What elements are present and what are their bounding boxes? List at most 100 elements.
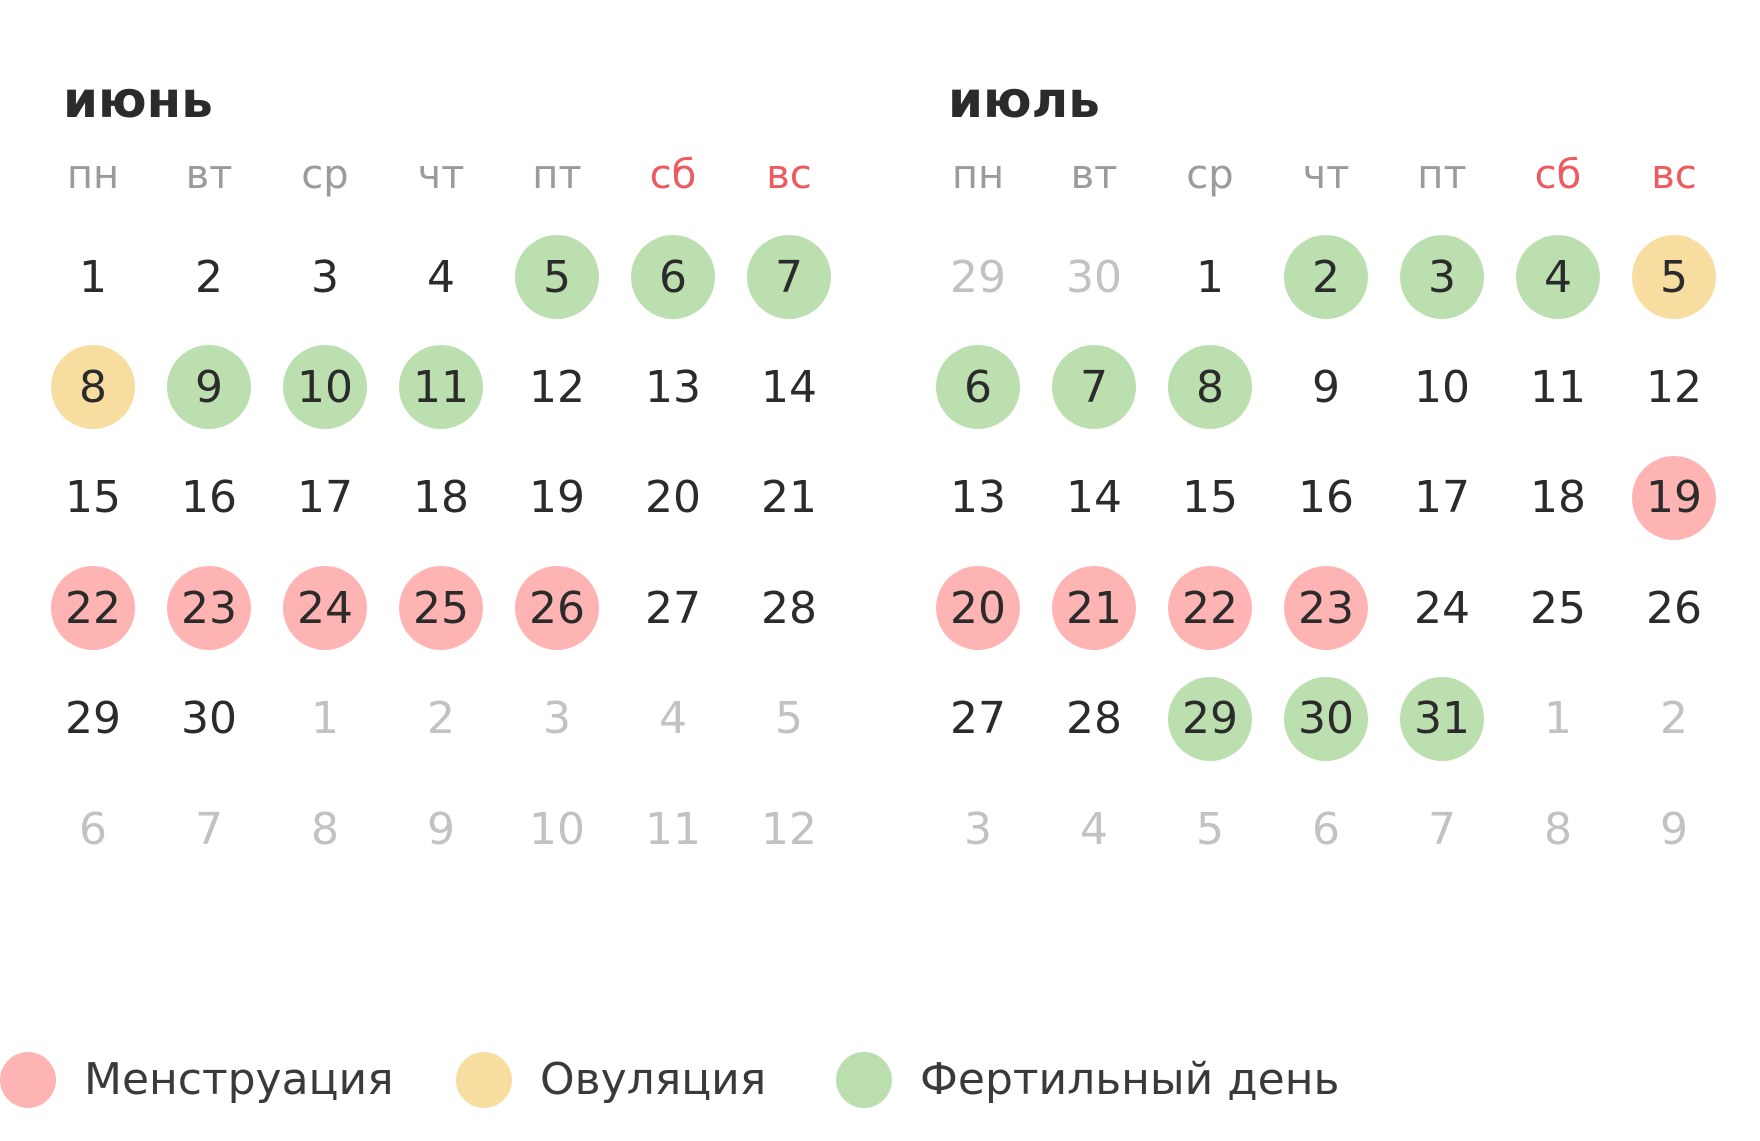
calendar-day[interactable]: 12 <box>761 803 817 855</box>
calendar-day[interactable]: 29 <box>950 251 1006 303</box>
legend-label-menstruation: Менструация <box>84 1054 394 1105</box>
calendar-day-fertile[interactable]: 3 <box>1400 235 1484 319</box>
weekday-header: ср <box>1186 152 1234 198</box>
calendar-day-menstruation[interactable]: 21 <box>1052 566 1136 651</box>
calendar-day[interactable]: 7 <box>195 803 223 855</box>
calendar-day[interactable]: 4 <box>1080 803 1108 855</box>
calendar-day[interactable]: 20 <box>645 472 701 524</box>
calendar-day[interactable]: 14 <box>1066 472 1122 524</box>
weekday-header: вт <box>1070 152 1118 198</box>
calendar-day[interactable]: 28 <box>1066 693 1122 745</box>
calendar-day[interactable]: 18 <box>1530 472 1586 524</box>
weekday-header: вс <box>766 152 812 198</box>
calendar-day-menstruation[interactable]: 26 <box>515 566 599 651</box>
calendar-day[interactable]: 6 <box>1312 803 1340 855</box>
calendar-day[interactable]: 8 <box>311 803 339 855</box>
calendar-day[interactable]: 10 <box>529 803 585 855</box>
calendar-day-fertile[interactable]: 6 <box>631 235 715 319</box>
calendar-day[interactable]: 2 <box>427 693 455 745</box>
calendar-day[interactable]: 5 <box>775 693 803 745</box>
ovulation-dot-icon <box>456 1052 512 1108</box>
calendar-day[interactable]: 1 <box>1196 251 1224 303</box>
calendar-day[interactable]: 9 <box>1660 803 1688 855</box>
calendar-day-fertile[interactable]: 10 <box>283 345 367 430</box>
calendar-day[interactable]: 27 <box>645 582 701 634</box>
calendar-day-menstruation[interactable]: 19 <box>1632 455 1716 540</box>
calendar-day[interactable]: 9 <box>427 803 455 855</box>
calendar-day[interactable]: 16 <box>1298 472 1354 524</box>
calendar-day[interactable]: 30 <box>181 693 237 745</box>
calendar-day-fertile[interactable]: 30 <box>1284 676 1368 761</box>
calendar-day-fertile[interactable]: 4 <box>1516 235 1600 319</box>
calendar-day[interactable]: 9 <box>1312 361 1340 413</box>
weekday-header: вс <box>1651 152 1697 198</box>
calendar-day[interactable]: 2 <box>195 251 223 303</box>
calendar-day[interactable]: 5 <box>1196 803 1224 855</box>
calendar-day-fertile[interactable]: 29 <box>1168 676 1252 761</box>
calendar-day-fertile[interactable]: 9 <box>167 345 251 430</box>
calendar-day[interactable]: 1 <box>311 693 339 745</box>
calendar-day-menstruation[interactable]: 20 <box>936 566 1020 651</box>
calendar-day[interactable]: 11 <box>645 803 701 855</box>
calendar-day[interactable]: 30 <box>1066 251 1122 303</box>
legend-label-fertile: Фертильный день <box>920 1054 1340 1105</box>
calendar-day[interactable]: 24 <box>1414 582 1470 634</box>
calendar-day[interactable]: 19 <box>529 472 585 524</box>
calendar-day-menstruation[interactable]: 22 <box>51 566 135 651</box>
calendar-day[interactable]: 1 <box>1544 693 1572 745</box>
weekday-header: ср <box>301 152 349 198</box>
calendar-day-fertile[interactable]: 7 <box>1052 345 1136 430</box>
calendar-day[interactable]: 1 <box>79 251 107 303</box>
calendar-day[interactable]: 4 <box>427 251 455 303</box>
calendar-day[interactable]: 17 <box>1414 472 1470 524</box>
weekday-header: пн <box>66 152 120 198</box>
calendar-day[interactable]: 28 <box>761 582 817 634</box>
calendar-day[interactable]: 11 <box>1530 361 1586 413</box>
calendar-day-fertile[interactable]: 31 <box>1400 676 1484 761</box>
calendar-day[interactable]: 15 <box>1182 472 1238 524</box>
calendar-day[interactable]: 8 <box>1544 803 1572 855</box>
calendar-day[interactable]: 16 <box>181 472 237 524</box>
calendar-day-fertile[interactable]: 7 <box>747 235 831 319</box>
calendar-day-ovulation[interactable]: 5 <box>1632 235 1716 319</box>
calendar-day-fertile[interactable]: 5 <box>515 235 599 319</box>
calendar-day[interactable]: 17 <box>297 472 353 524</box>
weekday-header: пт <box>1417 152 1467 198</box>
calendar-day[interactable]: 29 <box>65 693 121 745</box>
calendar-day[interactable]: 14 <box>761 361 817 413</box>
calendar-day[interactable]: 18 <box>413 472 469 524</box>
calendar-day[interactable]: 12 <box>529 361 585 413</box>
calendar-day-menstruation[interactable]: 24 <box>283 566 367 651</box>
calendar-day[interactable]: 21 <box>761 472 817 524</box>
calendar-day-fertile[interactable]: 2 <box>1284 235 1368 319</box>
calendar-day[interactable]: 12 <box>1646 361 1702 413</box>
calendar-day[interactable]: 27 <box>950 693 1006 745</box>
calendar-day[interactable]: 2 <box>1660 693 1688 745</box>
weekday-header: чт <box>1302 152 1350 198</box>
calendar-day-fertile[interactable]: 8 <box>1168 345 1252 430</box>
weekday-header: сб <box>1534 152 1582 198</box>
calendar-day-menstruation[interactable]: 25 <box>399 566 483 651</box>
menstruation-dot-icon <box>0 1052 56 1108</box>
calendar-day-menstruation[interactable]: 23 <box>167 566 251 651</box>
calendar-day[interactable]: 10 <box>1414 361 1470 413</box>
calendar-day[interactable]: 13 <box>950 472 1006 524</box>
calendar-day[interactable]: 3 <box>543 693 571 745</box>
calendar-day-ovulation[interactable]: 8 <box>51 345 135 430</box>
calendar-day[interactable]: 3 <box>964 803 992 855</box>
month-title-july: июль <box>948 71 1100 129</box>
calendar-day-menstruation[interactable]: 22 <box>1168 566 1252 651</box>
calendar-day[interactable]: 26 <box>1646 582 1702 634</box>
calendar-day-menstruation[interactable]: 23 <box>1284 566 1368 651</box>
calendar-day[interactable]: 7 <box>1428 803 1456 855</box>
calendar-day[interactable]: 6 <box>79 803 107 855</box>
calendar-day[interactable]: 3 <box>311 251 339 303</box>
calendar-day[interactable]: 4 <box>659 693 687 745</box>
calendar-day-fertile[interactable]: 11 <box>399 345 483 430</box>
calendar-day[interactable]: 15 <box>65 472 121 524</box>
calendar-day[interactable]: 25 <box>1530 582 1586 634</box>
calendar-day-fertile[interactable]: 6 <box>936 345 1020 430</box>
calendar-day[interactable]: 13 <box>645 361 701 413</box>
fertile-dot-icon <box>836 1052 892 1108</box>
month-title-june: июнь <box>63 71 213 129</box>
